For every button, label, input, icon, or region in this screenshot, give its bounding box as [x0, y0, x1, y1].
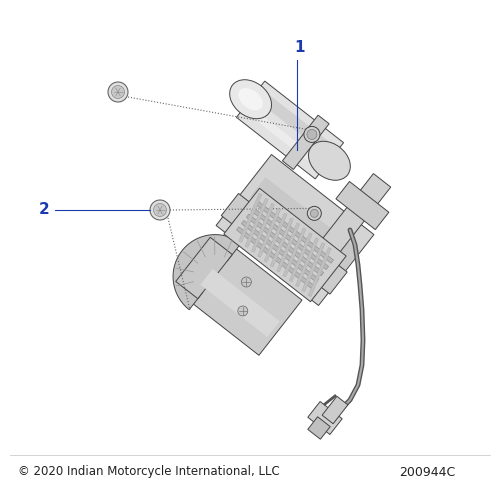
Polygon shape: [276, 223, 299, 272]
Polygon shape: [200, 269, 280, 337]
Polygon shape: [250, 177, 360, 271]
Circle shape: [308, 206, 322, 220]
Circle shape: [154, 204, 166, 216]
Polygon shape: [216, 154, 374, 306]
Polygon shape: [270, 218, 293, 267]
Polygon shape: [255, 90, 341, 160]
Polygon shape: [243, 104, 327, 172]
Polygon shape: [239, 194, 262, 242]
Polygon shape: [282, 115, 329, 170]
Text: 1: 1: [295, 40, 305, 55]
Polygon shape: [322, 396, 348, 424]
Circle shape: [238, 306, 248, 316]
Polygon shape: [222, 194, 258, 230]
Text: 2: 2: [39, 202, 50, 218]
Ellipse shape: [230, 80, 272, 118]
Polygon shape: [256, 202, 334, 263]
Polygon shape: [173, 234, 241, 310]
Circle shape: [304, 126, 320, 142]
Polygon shape: [242, 220, 318, 282]
Polygon shape: [252, 208, 328, 270]
Polygon shape: [246, 214, 324, 276]
Polygon shape: [264, 213, 287, 262]
Polygon shape: [336, 182, 389, 230]
Ellipse shape: [238, 88, 263, 110]
Circle shape: [108, 82, 128, 102]
Polygon shape: [245, 198, 268, 248]
Polygon shape: [302, 242, 325, 292]
Circle shape: [150, 200, 170, 220]
Polygon shape: [258, 208, 281, 257]
Polygon shape: [308, 417, 330, 439]
Polygon shape: [236, 227, 314, 288]
Polygon shape: [296, 238, 318, 287]
Polygon shape: [308, 402, 342, 434]
Polygon shape: [224, 188, 346, 302]
Circle shape: [112, 86, 124, 98]
Polygon shape: [188, 244, 302, 356]
Circle shape: [242, 277, 252, 287]
Polygon shape: [311, 258, 347, 294]
Polygon shape: [236, 81, 344, 179]
Polygon shape: [176, 238, 233, 298]
Polygon shape: [252, 203, 274, 252]
Circle shape: [310, 210, 318, 218]
Polygon shape: [283, 228, 306, 277]
Text: 200944C: 200944C: [399, 466, 455, 478]
Text: © 2020 Indian Motorcycle International, LLC: © 2020 Indian Motorcycle International, …: [18, 466, 280, 478]
Ellipse shape: [308, 142, 350, 180]
Polygon shape: [289, 233, 312, 282]
Circle shape: [307, 130, 317, 140]
Polygon shape: [319, 174, 391, 256]
Polygon shape: [308, 248, 331, 296]
